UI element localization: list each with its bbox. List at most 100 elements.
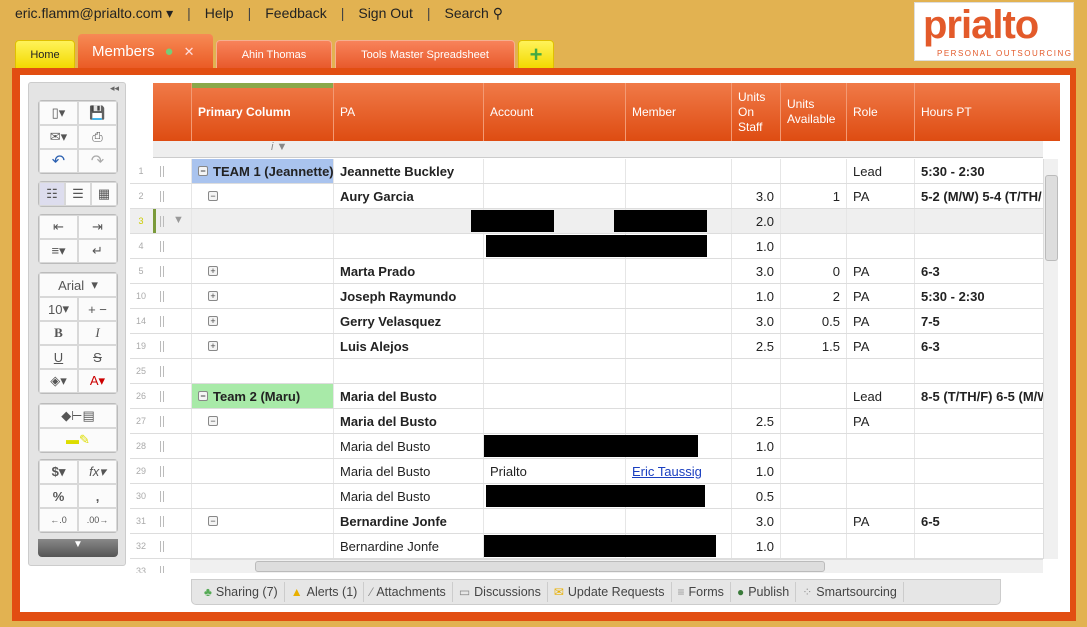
table-row[interactable]: 25	[130, 359, 1043, 384]
cell-pa[interactable]: Maria del Busto	[333, 484, 483, 508]
expand-icon[interactable]: +	[208, 291, 218, 301]
cell-member[interactable]	[625, 384, 731, 408]
cell-member[interactable]	[625, 284, 731, 308]
cell-avail[interactable]: 1	[780, 184, 846, 208]
user-menu[interactable]: eric.flamm@prialto.com ▾	[15, 5, 174, 21]
cell-pa[interactable]: Gerry Velasquez	[333, 309, 483, 333]
align-icon[interactable]: ≡▾	[39, 239, 78, 263]
cell-account[interactable]	[483, 234, 625, 258]
cell-pa[interactable]: Maria del Busto	[333, 459, 483, 483]
column-header-role[interactable]: Role	[846, 83, 914, 141]
bottom-tab-update[interactable]: ✉ Update Requests	[548, 582, 672, 602]
cell-avail[interactable]	[780, 234, 846, 258]
row-number[interactable]: 27	[135, 416, 146, 426]
table-row[interactable]: 2 − Aury Garcia 3.0 1 PA 5-2 (M/W) 5-4 (T/TH/	[130, 184, 1043, 209]
cell-account[interactable]	[483, 334, 625, 358]
cell-hours[interactable]	[914, 484, 1043, 508]
cell-hours[interactable]: 8-5 (T/TH/F) 6-5 (M/W	[914, 384, 1043, 408]
cell-pa[interactable]: Bernardine Jonfe	[333, 509, 483, 533]
row-number[interactable]: 2	[138, 191, 144, 201]
row-number[interactable]: 31	[135, 516, 146, 526]
collapse-icon[interactable]: −	[198, 166, 208, 176]
cell-hours[interactable]: 6-3	[914, 334, 1043, 358]
fill-color-icon[interactable]: ◈▾	[39, 369, 78, 393]
row-drag-handle[interactable]	[160, 341, 164, 352]
cell-on[interactable]	[731, 359, 780, 383]
percent-icon[interactable]: %	[39, 484, 78, 508]
cell-primary[interactable]	[191, 359, 333, 383]
expand-icon[interactable]: +	[208, 341, 218, 351]
bottom-tab-attachments[interactable]: ⁄ Attachments	[364, 582, 453, 602]
italic-icon[interactable]: I	[78, 321, 117, 345]
cell-primary[interactable]	[191, 459, 333, 483]
cell-primary[interactable]	[191, 534, 333, 558]
row-number[interactable]: 28	[135, 441, 146, 451]
cell-role[interactable]	[846, 459, 914, 483]
cell-account[interactable]	[483, 534, 625, 558]
table-row[interactable]: 3 ▼ 2.0	[130, 209, 1043, 234]
cell-hours[interactable]: 5:30 - 2:30	[914, 159, 1043, 183]
row-number[interactable]: 32	[135, 541, 146, 551]
collapse-icon[interactable]: −	[208, 416, 218, 426]
collapse-icon[interactable]: −	[198, 391, 208, 401]
table-row[interactable]: 4 1.0	[130, 234, 1043, 259]
row-drag-handle[interactable]	[160, 266, 164, 277]
cell-on[interactable]: 2.5	[731, 334, 780, 358]
currency-icon[interactable]: $▾	[39, 460, 78, 484]
cell-hours[interactable]	[914, 209, 1043, 233]
cell-primary[interactable]: − TEAM 1 (Jeannette)	[191, 159, 333, 183]
cell-role[interactable]: PA	[846, 309, 914, 333]
table-row[interactable]: 31 − Bernardine Jonfe 3.0 PA 6-5	[130, 509, 1043, 534]
cell-member[interactable]	[625, 309, 731, 333]
row-drag-handle[interactable]	[160, 416, 164, 427]
cell-primary[interactable]: +	[191, 334, 333, 358]
cell-primary[interactable]: +	[191, 259, 333, 283]
cell-role[interactable]	[846, 359, 914, 383]
row-menu-icon[interactable]: ▼	[173, 214, 184, 226]
cell-avail[interactable]	[780, 484, 846, 508]
cell-avail[interactable]	[780, 209, 846, 233]
column-header-account[interactable]: Account	[483, 83, 625, 141]
column-header-primary-column[interactable]: Primary Column	[191, 83, 333, 141]
table-row[interactable]: 14 + Gerry Velasquez 3.0 0.5 PA 7-5	[130, 309, 1043, 334]
cell-account[interactable]	[483, 259, 625, 283]
cell-role[interactable]: PA	[846, 334, 914, 358]
font-family-select[interactable]: Arial ▾	[39, 273, 117, 297]
row-number[interactable]: 14	[135, 316, 146, 326]
underline-icon[interactable]: U	[39, 345, 78, 369]
row-number[interactable]: 25	[135, 366, 146, 376]
formula-icon[interactable]: fx▾	[78, 460, 117, 484]
cell-pa[interactable]: Aury Garcia	[333, 184, 483, 208]
cell-primary[interactable]: −	[191, 509, 333, 533]
row-number[interactable]: 5	[138, 266, 144, 276]
cell-primary[interactable]	[191, 234, 333, 258]
cell-account[interactable]	[483, 484, 625, 508]
expand-icon[interactable]: +	[208, 316, 218, 326]
column-header-member[interactable]: Member	[625, 83, 731, 141]
cell-pa[interactable]	[333, 234, 483, 258]
table-row[interactable]: 28 Maria del Busto 1.0	[130, 434, 1043, 459]
cell-primary[interactable]: +	[191, 309, 333, 333]
cell-on[interactable]: 0.5	[731, 484, 780, 508]
cell-pa[interactable]: Luis Alejos	[333, 334, 483, 358]
cell-avail[interactable]: 0.5	[780, 309, 846, 333]
cell-account[interactable]	[483, 434, 625, 458]
cell-role[interactable]	[846, 484, 914, 508]
cell-role[interactable]: Lead	[846, 384, 914, 408]
cell-on[interactable]	[731, 384, 780, 408]
table-row[interactable]: 30 Maria del Busto 0.5	[130, 484, 1043, 509]
sign-out-link[interactable]: Sign Out	[358, 5, 413, 21]
table-row[interactable]: 10 + Joseph Raymundo 1.0 2 PA 5:30 - 2:30	[130, 284, 1043, 309]
bold-icon[interactable]: B	[39, 321, 78, 345]
cell-on[interactable]: 3.0	[731, 309, 780, 333]
row-number[interactable]: 33	[135, 566, 146, 573]
table-row[interactable]: 29 Maria del Busto Prialto Eric Taussig 1.0	[130, 459, 1043, 484]
close-icon[interactable]: ✕	[183, 43, 195, 59]
expand-icon[interactable]: +	[208, 266, 218, 276]
row-drag-handle[interactable]	[160, 516, 164, 527]
cell-hours[interactable]	[914, 409, 1043, 433]
cell-hours[interactable]	[914, 434, 1043, 458]
thousands-separator-icon[interactable]: ,	[78, 484, 117, 508]
cell-hours[interactable]: 7-5	[914, 309, 1043, 333]
table-row[interactable]: 5 + Marta Prado 3.0 0 PA 6-3	[130, 259, 1043, 284]
